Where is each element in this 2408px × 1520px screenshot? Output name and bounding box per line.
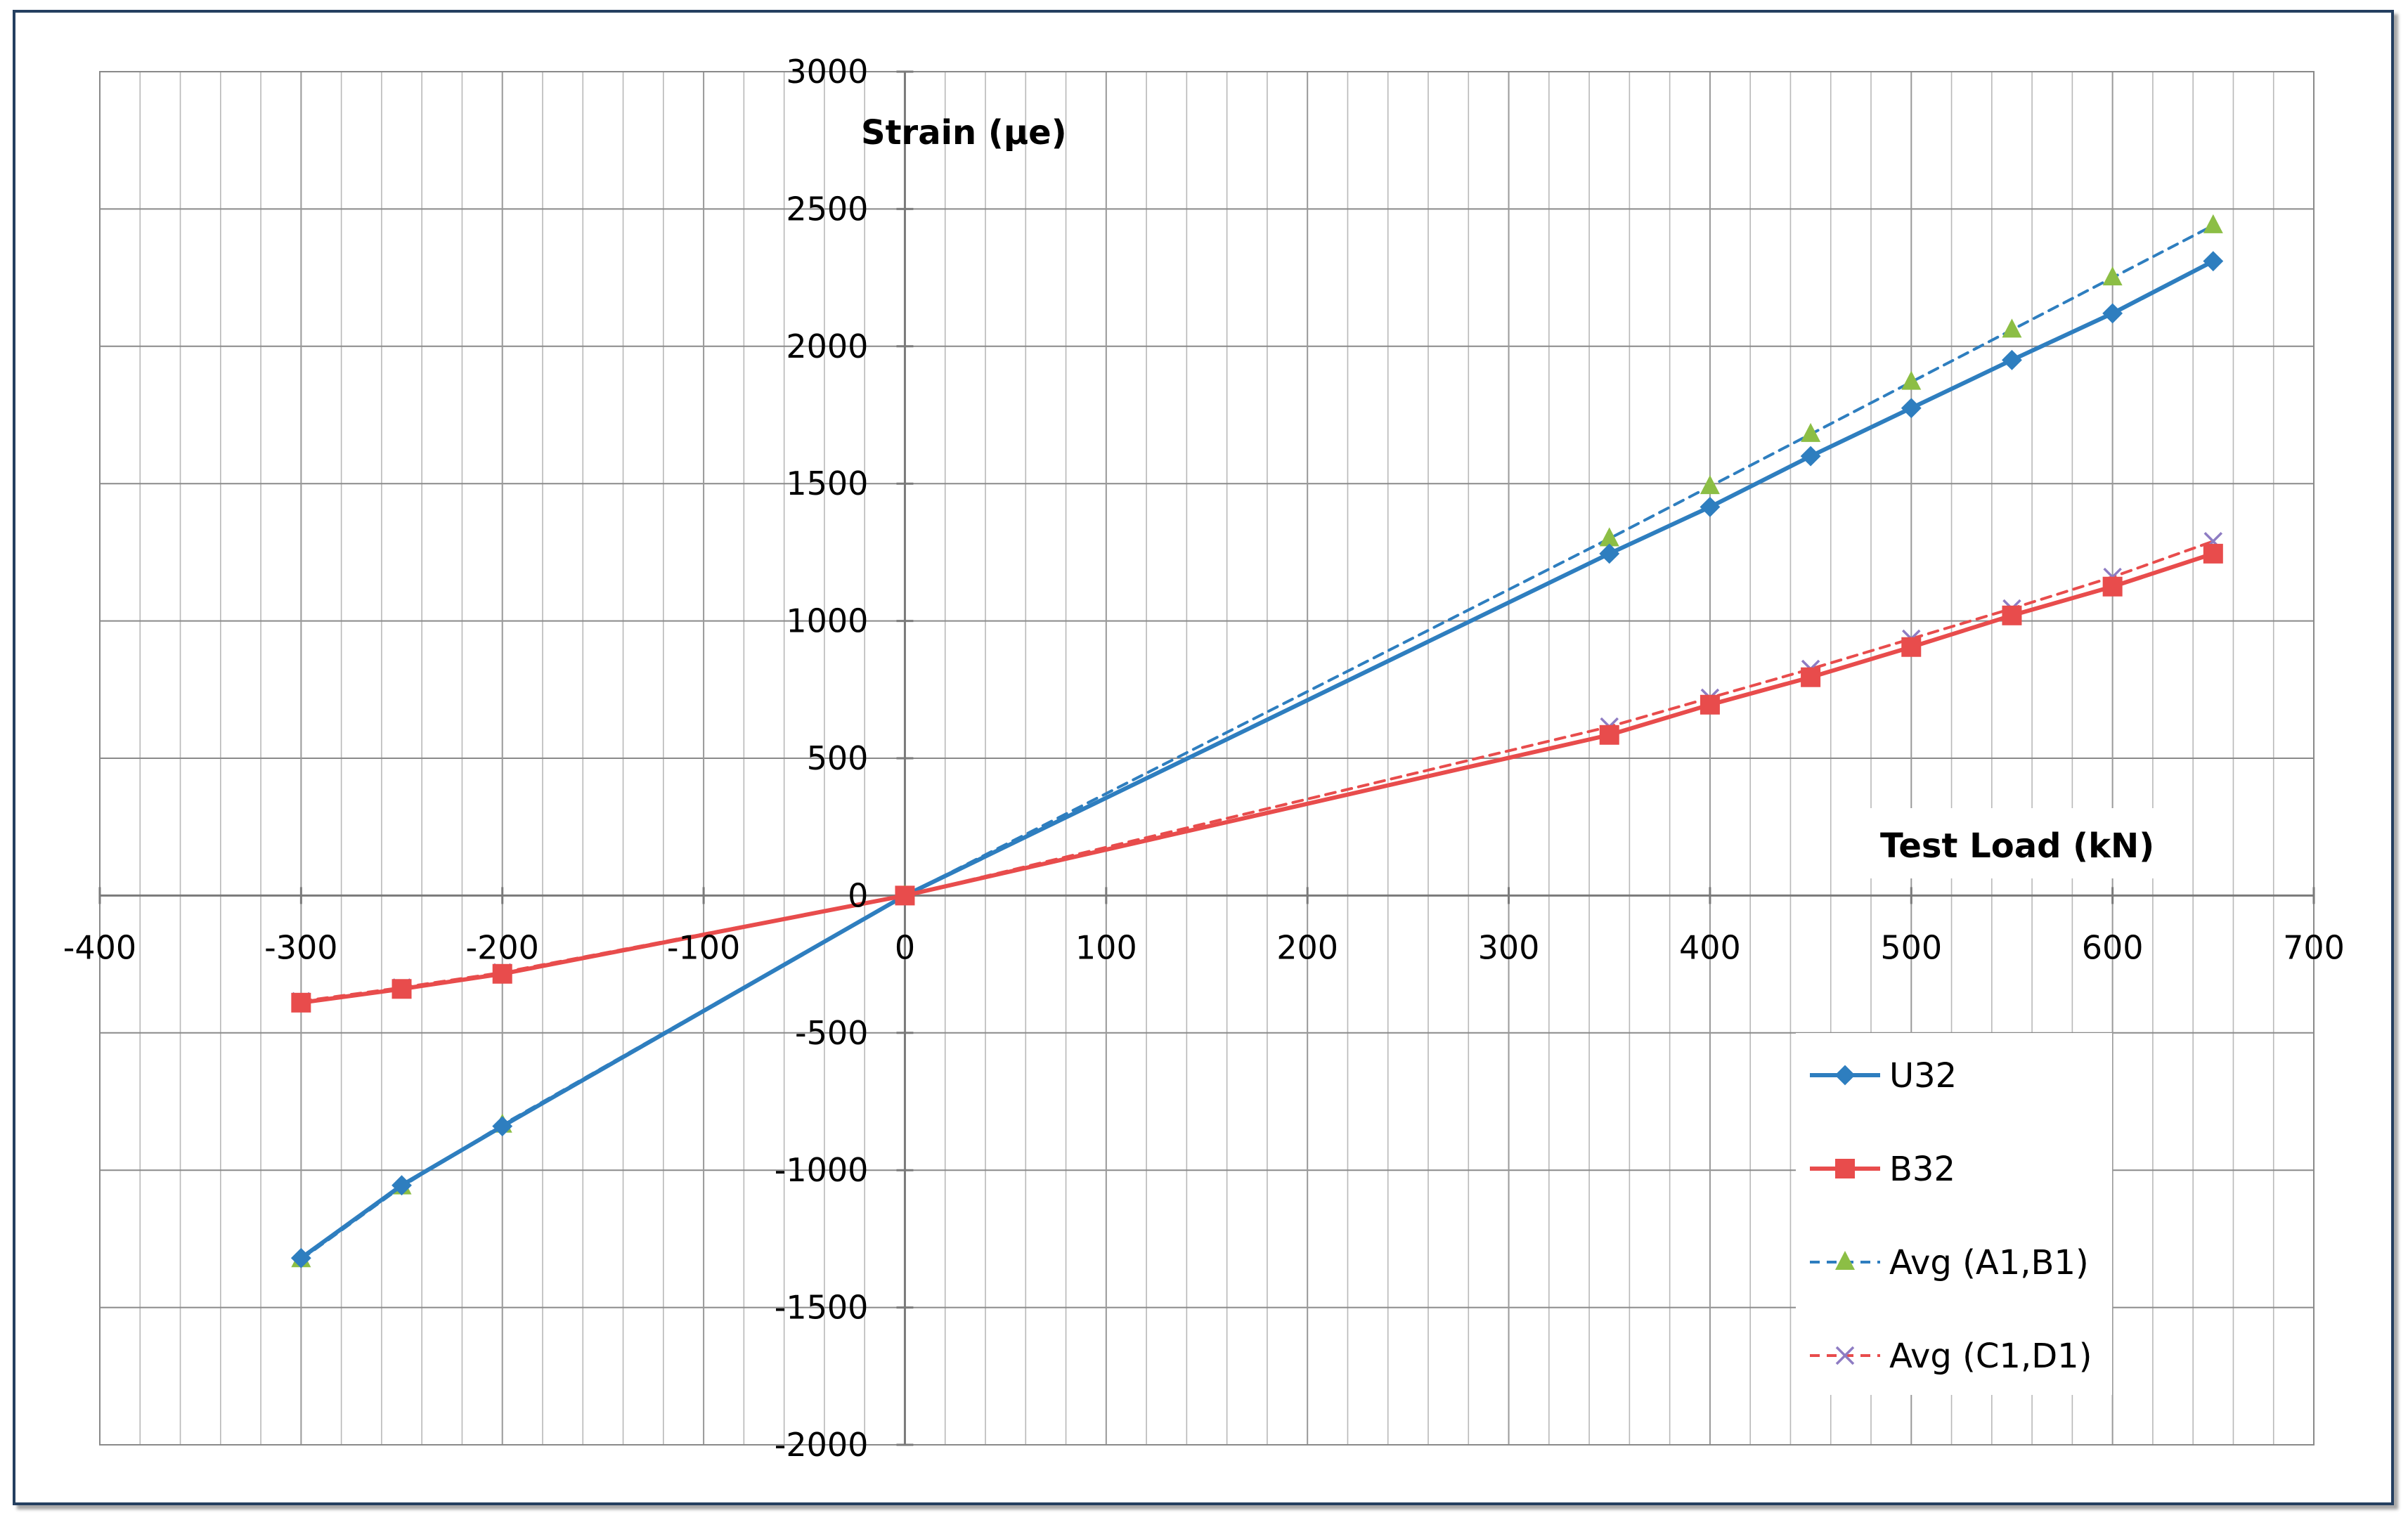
data-point (492, 1116, 513, 1137)
legend-label: Avg (C1,D1) (1889, 1337, 2092, 1376)
legend-label: U32 (1889, 1056, 1957, 1096)
legend-item-u32: U32 (1810, 1056, 1957, 1096)
y-axis-title: Strain (µe) (861, 113, 1067, 152)
y-tick-label: 1000 (786, 602, 868, 640)
data-point (2102, 303, 2123, 324)
legend-label: B32 (1889, 1150, 1955, 1189)
y-tick-label: 2500 (786, 190, 868, 228)
data-point (1901, 370, 1922, 390)
data-point (391, 979, 412, 999)
data-point (1599, 527, 1619, 547)
data-point (2203, 543, 2223, 564)
y-tick-label: 2000 (786, 327, 868, 365)
x-tick-labels: -400 -300 -200 -100 0 100 200 300 400 500 600 700 (63, 928, 2345, 966)
data-point (2002, 318, 2022, 338)
y-tick-label: -1500 (775, 1289, 869, 1327)
legend-swatch-marker (1835, 1251, 1855, 1270)
data-point (1599, 725, 1619, 745)
series-layer (290, 214, 2224, 1268)
legend-swatch-marker (1835, 1159, 1855, 1178)
legend-item-b32: B32 (1810, 1150, 1955, 1189)
y-tick-labels: -2000 -1500 -1000 -500 0 500 1000 1500 2000 2500 3… (775, 53, 869, 1464)
y-tick-label: 1500 (786, 465, 868, 502)
x-tick-label: -200 (466, 928, 539, 966)
xlabel-background (1856, 808, 2165, 878)
y-tick-label: 3000 (786, 53, 868, 91)
y-tick-label: -2000 (775, 1426, 869, 1464)
y-tick-label: 500 (807, 739, 869, 777)
data-point (2002, 605, 2022, 625)
x-tick-label: 400 (1679, 928, 1741, 966)
series-u32 (290, 251, 2224, 1268)
x-tick-label: 600 (2082, 928, 2144, 966)
legend-background (1796, 1033, 2112, 1395)
data-point (2002, 349, 2022, 370)
y-tick-label: 0 (848, 876, 868, 914)
data-point (290, 1247, 311, 1268)
data-point (1800, 446, 1821, 467)
legend-swatch-marker (1834, 1065, 1856, 1086)
x-tick-label: 500 (1880, 928, 1942, 966)
data-point (2203, 214, 2223, 233)
x-tick-label: 700 (2283, 928, 2345, 966)
x-tick-label: -100 (667, 928, 740, 966)
data-point (895, 885, 915, 906)
marker-stroke (1835, 1346, 1855, 1365)
legend-item-avg-a1-b1: Avg (A1,B1) (1810, 1243, 2089, 1282)
series-b32 (291, 543, 2223, 1013)
data-point (1700, 497, 1721, 517)
data-point (492, 963, 512, 984)
x-tick-label: 100 (1075, 928, 1137, 966)
data-point (2102, 266, 2123, 286)
x-axis-title: Test Load (kN) (1880, 826, 2154, 866)
data-point (291, 992, 311, 1013)
y-tick-label: -1000 (775, 1151, 869, 1189)
plot-area-border (99, 71, 2315, 1446)
data-point (2203, 251, 2224, 272)
y-tick-label: -500 (795, 1014, 868, 1052)
data-point (1901, 398, 1922, 419)
legend-swatch-marker (1835, 1346, 1855, 1365)
legend: U32 B32 Avg (A1,B1) Avg (C1,D1) (1796, 1033, 2112, 1395)
data-point (1801, 667, 1821, 687)
x-tick-label: 200 (1276, 928, 1338, 966)
data-point (1801, 422, 1821, 442)
data-point (1599, 543, 1620, 564)
x-tick-label: -300 (264, 928, 337, 966)
data-point (391, 1175, 412, 1196)
x-tick-label: 300 (1478, 928, 1540, 966)
data-point (1901, 637, 1922, 657)
data-point (1700, 694, 1720, 715)
x-tick-label: -400 (63, 928, 136, 966)
legend-item-avg-c1-d1: Avg (C1,D1) (1810, 1337, 2092, 1376)
legend-label: Avg (A1,B1) (1889, 1243, 2089, 1282)
data-point (1700, 475, 1720, 495)
data-point (2102, 576, 2123, 597)
x-tick-label: 0 (895, 928, 915, 966)
